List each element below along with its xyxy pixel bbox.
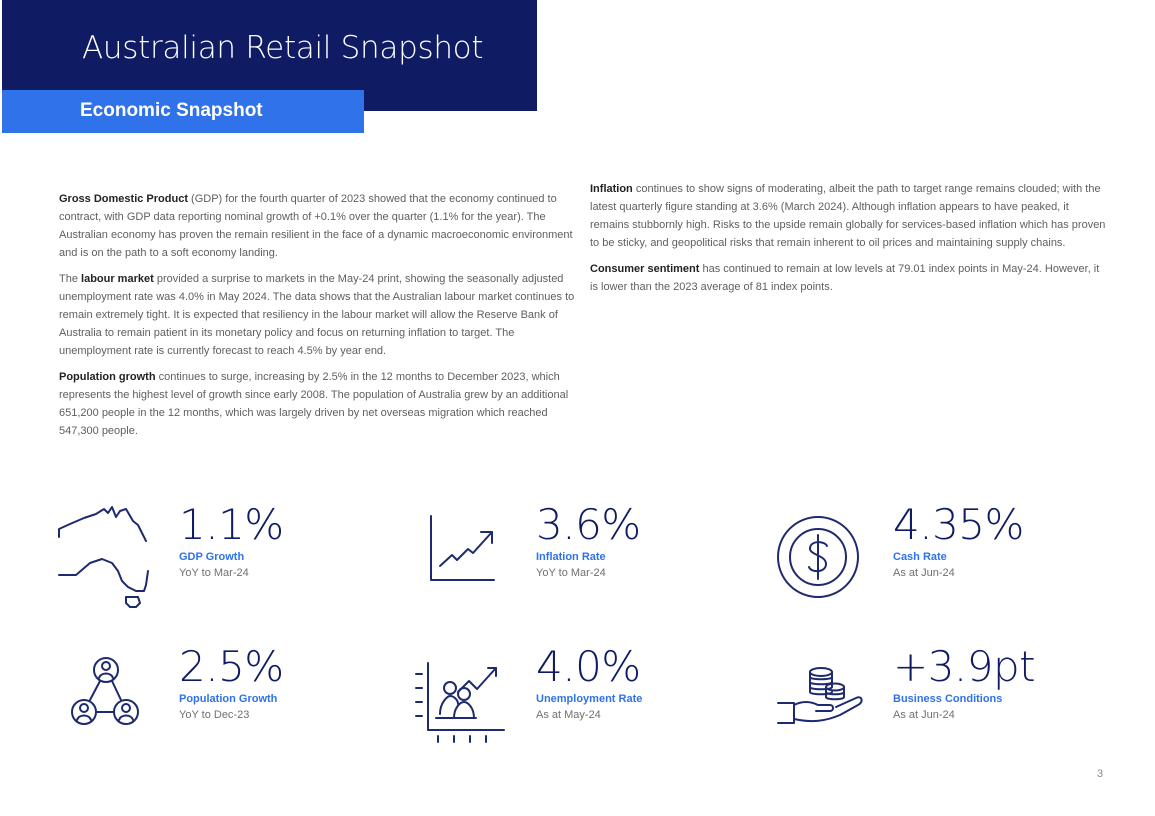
dollar-circle-icon (777, 516, 859, 598)
labour-text: provided a surprise to markets in the Ma… (59, 273, 575, 357)
business-value: +3.9pt (893, 642, 1036, 691)
people-chart-icon (415, 662, 505, 743)
consumer-text: has continued to remain at low levels at… (590, 263, 1100, 293)
subtitle-banner: Economic Snapshot (2, 90, 364, 133)
gdp-paragraph: Gross Domestic Product (GDP) for the fou… (59, 190, 577, 262)
consumer-paragraph: Consumer sentiment has continued to rema… (590, 260, 1106, 296)
people-network-icon (71, 657, 139, 725)
cash-label: Cash Rate (893, 551, 947, 563)
cash-sub: As at Jun-24 (893, 567, 955, 579)
inflation-value: 3.6% (536, 500, 641, 549)
unemployment-value: 4.0% (536, 642, 641, 691)
right-text-column: Inflation continues to show signs of mod… (590, 180, 1106, 304)
consumer-lead: Consumer sentiment (590, 263, 700, 275)
cash-value: 4.35% (893, 500, 1024, 549)
gdp-text: (GDP) for the fourth quarter of 2023 sho… (59, 193, 573, 259)
inflation-paragraph: Inflation continues to show signs of mod… (590, 180, 1106, 252)
unemployment-label: Unemployment Rate (536, 693, 643, 705)
population-text: continues to surge, increasing by 2.5% i… (59, 371, 569, 437)
inflation-lead: Inflation (590, 183, 633, 195)
labour-pre: The (59, 273, 82, 285)
australia-map-icon (58, 506, 149, 608)
gdp-lead: Gross Domestic Product (59, 193, 188, 205)
business-label: Business Conditions (893, 693, 1003, 705)
gdp-value: 1.1% (179, 500, 284, 549)
business-sub: As at Jun-24 (893, 709, 955, 721)
left-text-column: Gross Domestic Product (GDP) for the fou… (59, 190, 577, 448)
page-number: 3 (1097, 768, 1104, 780)
coins-hand-icon (777, 667, 863, 724)
labour-lead: labour market (81, 273, 154, 285)
labour-paragraph: The labour market provided a surprise to… (59, 270, 577, 360)
gdp-label: GDP Growth (179, 551, 245, 563)
line-chart-icon (430, 515, 495, 581)
page-title: Australian Retail Snapshot (82, 30, 484, 66)
population-label: Population Growth (179, 693, 278, 705)
population-paragraph: Population growth continues to surge, in… (59, 368, 577, 440)
inflation-label: Inflation Rate (536, 551, 606, 563)
inflation-text: continues to show signs of moderating, a… (590, 183, 1106, 249)
population-sub: YoY to Dec-23 (179, 709, 250, 721)
unemployment-sub: As at May-24 (536, 709, 601, 721)
gdp-sub: YoY to Mar-24 (179, 567, 249, 579)
population-value: 2.5% (179, 642, 284, 691)
population-lead: Population growth (59, 371, 156, 383)
section-title: Economic Snapshot (80, 100, 263, 121)
inflation-sub: YoY to Mar-24 (536, 567, 606, 579)
